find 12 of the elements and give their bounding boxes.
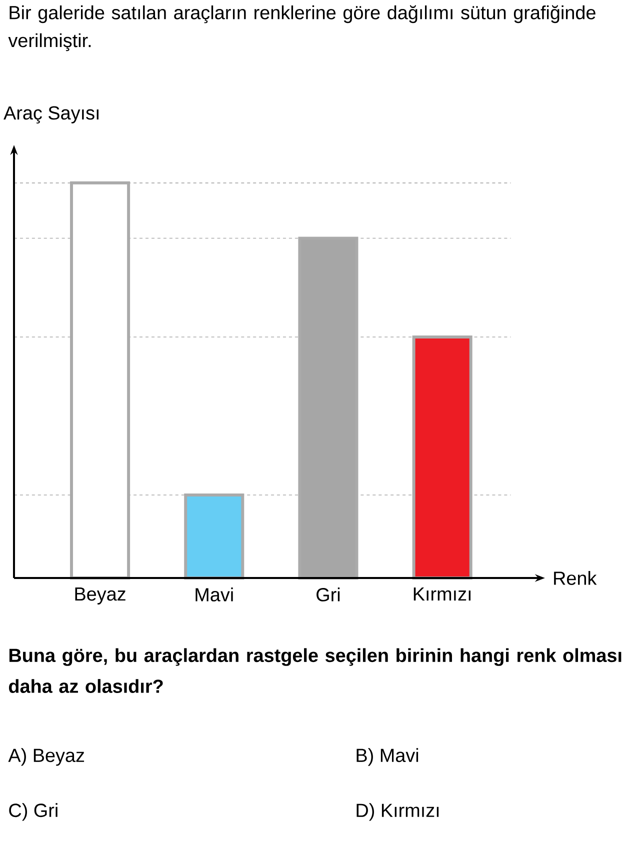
x-tick-label: Gri bbox=[316, 588, 340, 602]
x-tick-label: Kırmızı bbox=[414, 588, 470, 601]
text: A) Beyaz bbox=[8, 748, 84, 766]
x-tick-label: Beyaz bbox=[75, 588, 126, 604]
y-axis-title: Araç Sayısı bbox=[4, 106, 98, 124]
x-axis-title: Renk bbox=[554, 571, 597, 585]
text: B) Mavi bbox=[356, 748, 418, 766]
chart-title: Bir galeride satılan araçların renklerine göre dağılımı sütun grafiğinde verilmiştir. bbox=[8, 5, 596, 52]
text: D) Kırmızı bbox=[356, 803, 439, 821]
x-tick-label: Mavi bbox=[196, 588, 233, 602]
text: Buna göre, bu araçlardan rastgele seçilen birinin hangi renk olması daha az olasıdır? bbox=[8, 648, 622, 693]
text: C) Gri bbox=[9, 803, 58, 821]
